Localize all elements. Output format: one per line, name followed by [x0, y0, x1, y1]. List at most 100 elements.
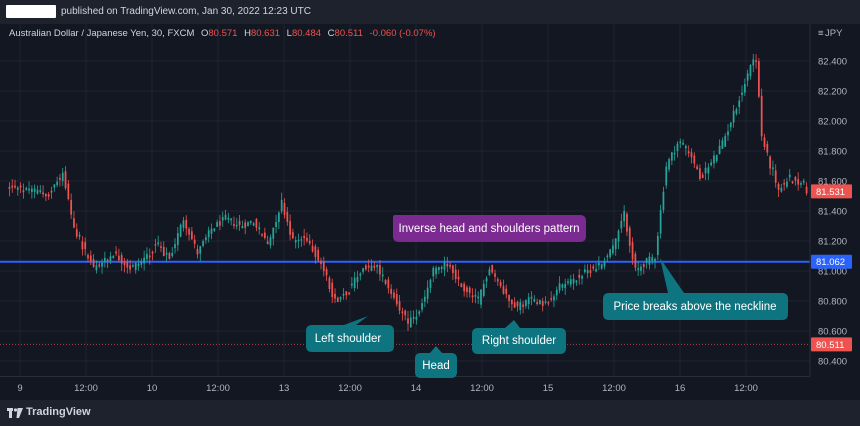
candle[interactable]: [586, 264, 589, 279]
candle[interactable]: [162, 241, 165, 257]
candle[interactable]: [738, 95, 741, 115]
candle[interactable]: [345, 291, 348, 300]
candle[interactable]: [581, 274, 583, 285]
candle[interactable]: [297, 233, 300, 249]
candle[interactable]: [640, 263, 642, 276]
candle[interactable]: [365, 263, 367, 271]
candle[interactable]: [595, 263, 597, 273]
candle[interactable]: [592, 264, 595, 271]
candle[interactable]: [791, 180, 794, 185]
candle[interactable]: [446, 256, 449, 273]
candle[interactable]: [623, 205, 626, 228]
candle[interactable]: [61, 167, 64, 186]
candle[interactable]: [176, 226, 179, 252]
candle[interactable]: [656, 231, 659, 261]
candle[interactable]: [308, 234, 311, 246]
candle[interactable]: [471, 288, 474, 303]
candle[interactable]: [525, 299, 527, 309]
candle[interactable]: [679, 138, 682, 149]
candle[interactable]: [95, 260, 98, 274]
candle[interactable]: [30, 185, 33, 199]
candle[interactable]: [81, 236, 84, 256]
candle[interactable]: [278, 211, 280, 229]
candle[interactable]: [19, 182, 22, 193]
candle[interactable]: [783, 178, 786, 191]
candle[interactable]: [359, 272, 362, 281]
candle[interactable]: [33, 184, 36, 199]
candle[interactable]: [157, 235, 160, 247]
candle[interactable]: [311, 239, 314, 253]
candle[interactable]: [628, 225, 631, 253]
candle[interactable]: [362, 267, 364, 275]
candle[interactable]: [106, 258, 109, 269]
candle[interactable]: [603, 257, 606, 270]
candle[interactable]: [193, 234, 196, 249]
candle[interactable]: [216, 219, 218, 227]
candle[interactable]: [488, 266, 491, 277]
candle[interactable]: [435, 265, 437, 279]
candle[interactable]: [513, 297, 516, 309]
candle[interactable]: [50, 186, 53, 199]
candle[interactable]: [482, 279, 485, 298]
candle[interactable]: [749, 64, 752, 80]
candle[interactable]: [42, 185, 44, 198]
candle[interactable]: [449, 261, 451, 270]
candle[interactable]: [148, 248, 151, 265]
candle[interactable]: [292, 228, 294, 240]
candle[interactable]: [317, 247, 320, 263]
candle[interactable]: [205, 234, 207, 244]
candle[interactable]: [668, 157, 670, 173]
candle[interactable]: [47, 192, 50, 200]
candle[interactable]: [275, 214, 277, 234]
candle[interactable]: [477, 291, 480, 305]
candle[interactable]: [409, 310, 412, 329]
candle[interactable]: [227, 212, 230, 224]
tradingview-logo-text[interactable]: TradingView: [26, 406, 91, 418]
candle[interactable]: [769, 155, 771, 175]
candle[interactable]: [196, 244, 199, 259]
candle[interactable]: [530, 291, 533, 306]
candle[interactable]: [755, 54, 757, 69]
candle[interactable]: [224, 209, 227, 221]
candle[interactable]: [800, 181, 802, 188]
candle[interactable]: [160, 241, 162, 253]
candle[interactable]: [710, 159, 713, 167]
candle[interactable]: [151, 250, 154, 261]
candle[interactable]: [202, 239, 204, 248]
candle[interactable]: [429, 278, 432, 293]
candle[interactable]: [426, 280, 429, 304]
candle[interactable]: [280, 192, 283, 214]
candle[interactable]: [682, 139, 684, 146]
candle[interactable]: [112, 255, 115, 259]
candle[interactable]: [701, 172, 704, 179]
candle[interactable]: [758, 58, 760, 99]
candle[interactable]: [704, 161, 707, 181]
candle[interactable]: [412, 310, 415, 324]
candle[interactable]: [786, 177, 788, 189]
candle[interactable]: [415, 309, 418, 325]
candle[interactable]: [432, 266, 435, 283]
candle[interactable]: [143, 250, 146, 271]
candle[interactable]: [707, 163, 710, 181]
candle[interactable]: [269, 234, 272, 249]
candle[interactable]: [64, 166, 67, 191]
candle[interactable]: [687, 145, 690, 158]
candle[interactable]: [289, 214, 291, 241]
candle[interactable]: [407, 310, 409, 331]
candle[interactable]: [578, 269, 581, 285]
candle[interactable]: [494, 269, 496, 282]
candle[interactable]: [440, 265, 443, 273]
candle[interactable]: [802, 178, 805, 185]
candle[interactable]: [637, 261, 640, 277]
candle[interactable]: [685, 144, 687, 156]
candle[interactable]: [126, 258, 129, 274]
candle[interactable]: [188, 226, 190, 241]
candle[interactable]: [84, 237, 87, 256]
candle[interactable]: [418, 309, 421, 317]
candle[interactable]: [182, 216, 185, 232]
candle[interactable]: [539, 299, 541, 305]
candle[interactable]: [146, 247, 148, 262]
candle[interactable]: [174, 238, 176, 254]
candle[interactable]: [331, 278, 334, 304]
candle[interactable]: [555, 286, 558, 301]
